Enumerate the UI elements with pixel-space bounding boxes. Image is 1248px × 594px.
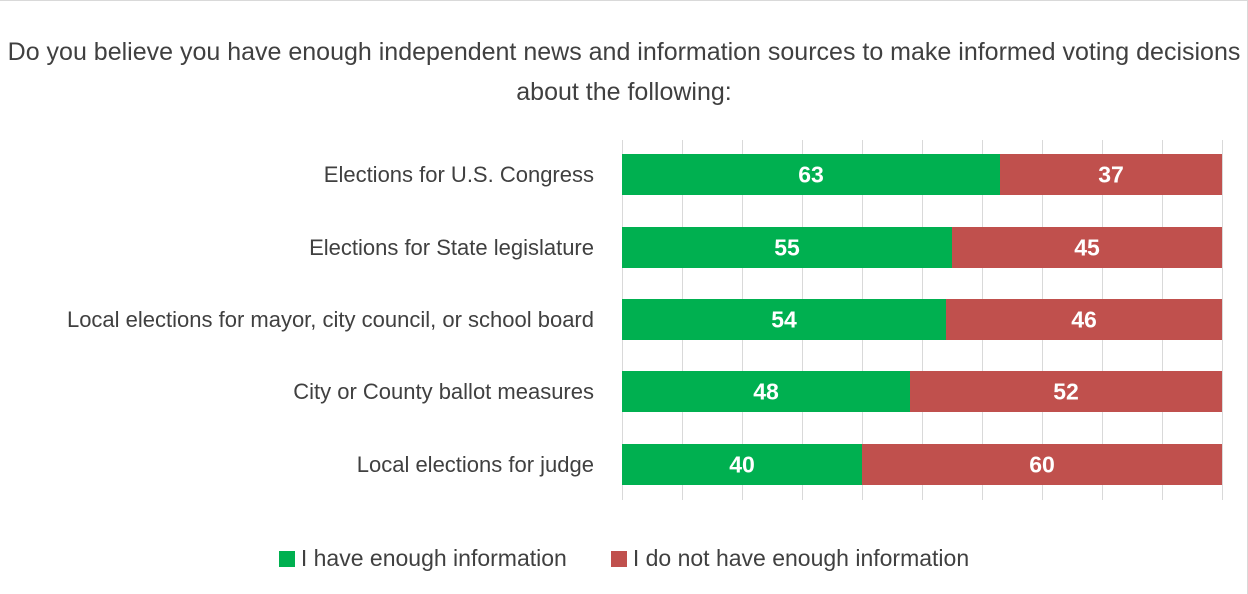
legend-item: I do not have enough information bbox=[610, 540, 970, 576]
legend-item: I have enough information bbox=[278, 540, 567, 576]
bar-enough bbox=[622, 444, 862, 485]
data-label: 60 bbox=[1029, 452, 1055, 478]
chart-title: Do you believe you have enough independe… bbox=[7, 38, 1241, 106]
bar-not-enough bbox=[952, 227, 1222, 268]
legend-swatch bbox=[610, 550, 627, 567]
category-label: City or County ballot measures bbox=[293, 378, 594, 404]
bar-enough bbox=[622, 371, 910, 412]
category-label: Local elections for mayor, city council,… bbox=[66, 306, 594, 332]
bar-not-enough bbox=[910, 371, 1222, 412]
data-label: 37 bbox=[1098, 162, 1124, 188]
data-label: 45 bbox=[1074, 235, 1100, 261]
data-label: 48 bbox=[753, 379, 779, 405]
data-label: 63 bbox=[798, 162, 824, 188]
legend-swatch bbox=[278, 550, 295, 567]
category-label: Elections for State legislature bbox=[309, 234, 594, 260]
bar-enough bbox=[622, 299, 946, 340]
category-label: Elections for U.S. Congress bbox=[323, 161, 594, 187]
data-label: 40 bbox=[729, 452, 755, 478]
legend-label: I do not have enough information bbox=[632, 544, 970, 571]
bar-not-enough bbox=[946, 299, 1222, 340]
bar-enough bbox=[622, 154, 1000, 195]
legend: I have enough information I do not have e… bbox=[0, 538, 1248, 576]
data-label: 54 bbox=[771, 307, 797, 333]
bar-not-enough bbox=[862, 444, 1222, 485]
bar-not-enough bbox=[1000, 154, 1222, 195]
data-label: 55 bbox=[774, 235, 800, 261]
legend-label: I have enough information bbox=[300, 544, 567, 571]
data-label: 52 bbox=[1053, 379, 1079, 405]
data-label: 46 bbox=[1071, 307, 1097, 333]
bar-enough bbox=[622, 227, 952, 268]
category-label: Local elections for judge bbox=[356, 451, 594, 477]
